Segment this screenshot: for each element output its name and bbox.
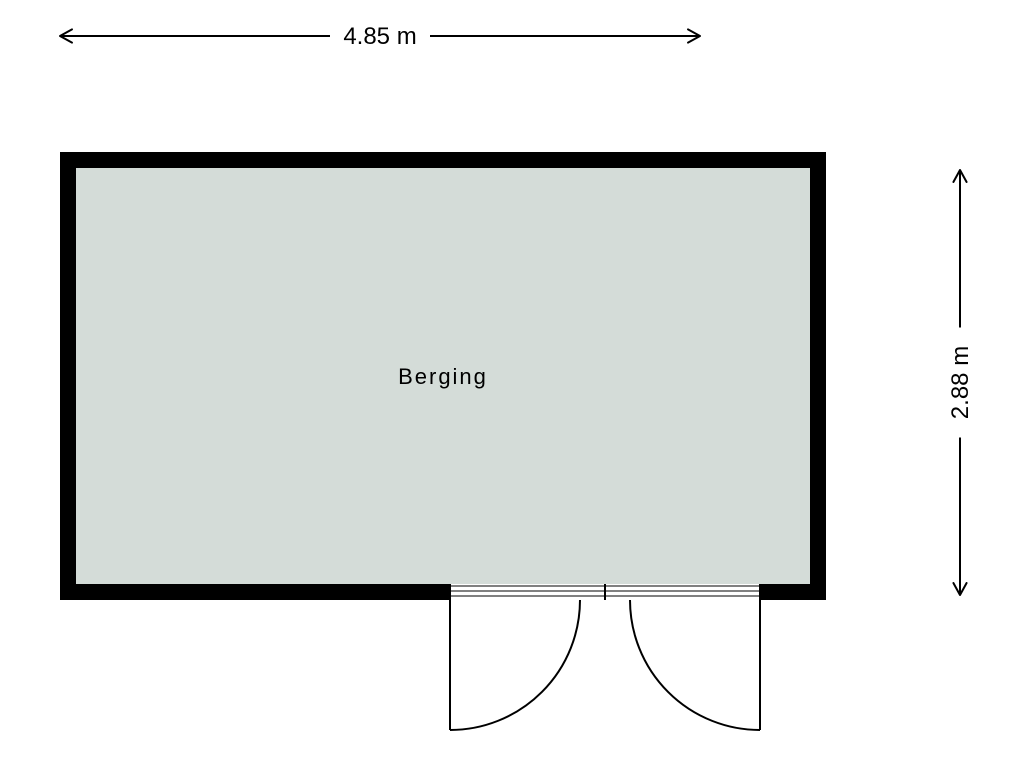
door-arc-right bbox=[630, 600, 760, 730]
door-arc-left bbox=[450, 600, 580, 730]
wall-left bbox=[60, 152, 76, 600]
floor-plan: Berging 4.85 m 2.88 m bbox=[0, 0, 1024, 768]
wall-right bbox=[810, 152, 826, 600]
dim-width-label: 4.85 m bbox=[343, 23, 416, 50]
wall-bottom-right bbox=[760, 584, 826, 600]
wall-top bbox=[60, 152, 826, 168]
wall-bottom-left bbox=[60, 584, 450, 600]
room-label: Berging bbox=[398, 364, 488, 389]
dim-height-label: 2.88 m bbox=[947, 346, 974, 419]
